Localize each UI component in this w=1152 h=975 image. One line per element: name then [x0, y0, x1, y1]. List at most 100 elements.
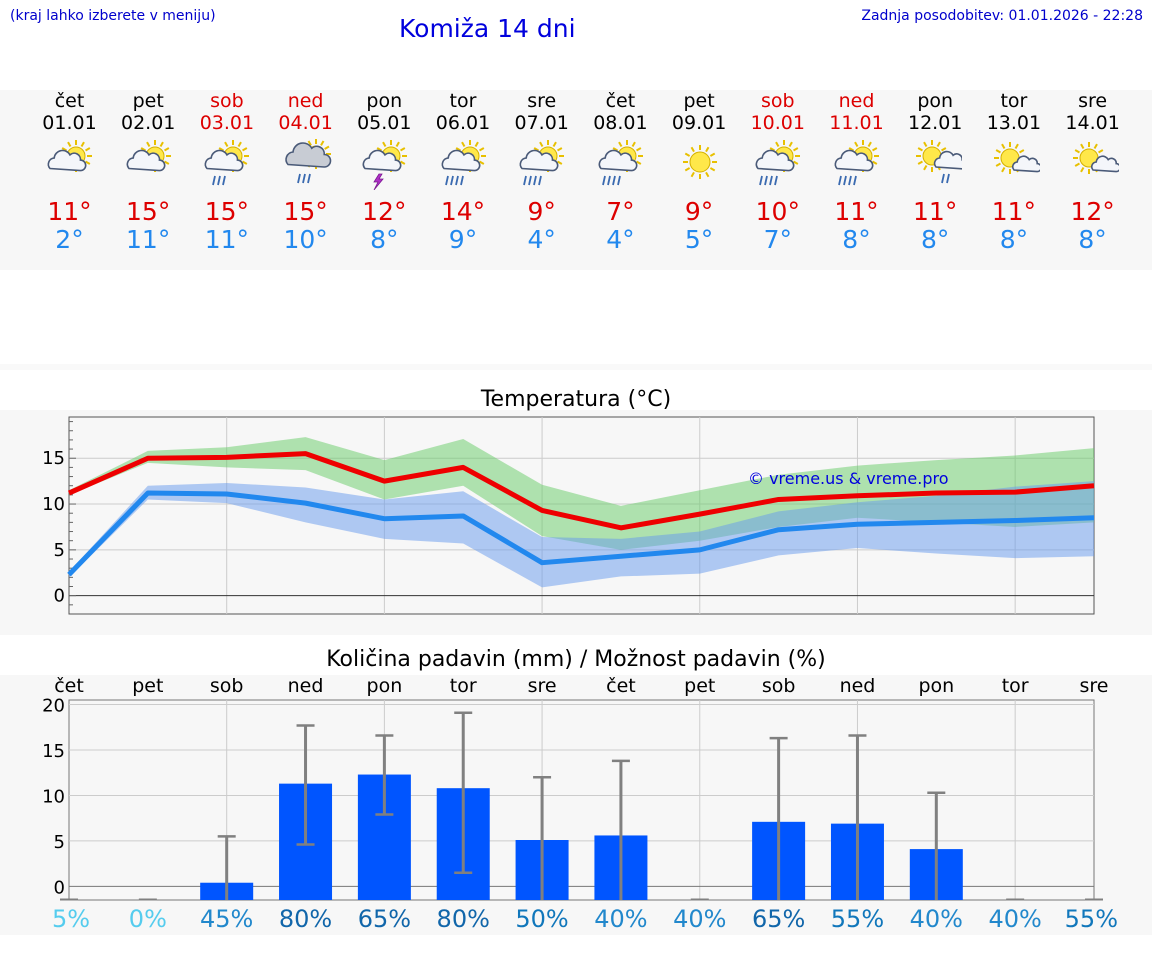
day-name: tor [449, 90, 477, 112]
min-temperature-line [67, 490, 1095, 577]
sun-cloud-icon [126, 140, 171, 172]
day-name: čet [54, 90, 85, 112]
min-temperature: 11° [204, 225, 250, 254]
sun-icon [682, 145, 717, 179]
min-temperature: 8° [370, 225, 399, 254]
day-date: 01.01 [42, 112, 97, 134]
y-tick-label: 20 [42, 696, 65, 717]
max-temperature: 12° [1070, 197, 1115, 226]
y-tick-label: 5 [54, 540, 65, 561]
sun-cloud-thunder-icon [362, 140, 407, 190]
max-temperature: 9° [684, 197, 714, 226]
min-temperature: 5° [684, 225, 714, 254]
day-date: 05.01 [357, 112, 412, 134]
category-label: sob [762, 675, 796, 697]
day-name: ned [838, 90, 875, 112]
day-date: 03.01 [199, 112, 255, 134]
max-temperature-line [67, 451, 1095, 531]
category-label: sre [1080, 675, 1109, 697]
page-title: Komiža 14 dni [399, 14, 576, 43]
watermark: © vreme.us & vreme.pro [748, 469, 949, 488]
sun-cloud-heavy-rain-icon [834, 140, 879, 186]
max-temperature: 14° [440, 197, 486, 226]
day-name: ned [287, 90, 324, 112]
sun-cloud-rain-icon [205, 140, 250, 186]
max-temperature: 11° [47, 197, 92, 226]
sun-cloud-heavy-rain-icon [755, 140, 801, 186]
precipitation-probability: 5% [52, 905, 90, 933]
day-name: pon [917, 90, 954, 112]
sun-cloud-heavy-rain-icon [519, 140, 565, 186]
temperature-chart: 0 5 10 15 © vreme.us & vreme.pro [42, 416, 1095, 615]
min-temperature: 8° [999, 225, 1029, 254]
precipitation-probability: 80% [437, 905, 490, 933]
last-update-label: Zadnja posodobitev: 01.01.2026 - 22:28 [861, 8, 1143, 24]
day-name: sob [761, 90, 795, 112]
min-temperature: 9° [448, 225, 478, 254]
max-temperature: 12° [362, 197, 407, 226]
y-tick-label: 0 [54, 877, 65, 898]
day-date: 07.01 [514, 112, 569, 134]
day-date: 04.01 [278, 112, 333, 134]
precipitation-probability: 55% [1065, 905, 1118, 933]
day-name: tor [1000, 90, 1028, 112]
category-label: sre [528, 675, 557, 697]
category-label: pet [684, 675, 715, 697]
day-name: čet [605, 90, 636, 112]
day-date: 08.01 [593, 112, 648, 134]
category-label: ned [288, 675, 324, 697]
precipitation-probability: 40% [673, 905, 726, 933]
min-temperature: 2° [55, 225, 84, 254]
min-temperature: 8° [842, 225, 871, 254]
max-temperature: 11° [834, 197, 879, 226]
daily-forecast-strip: čet 01.01 11° 2° pet 02.01 15° 11° sob 03.01 15° 11… [0, 90, 1152, 270]
day-name: sob [210, 90, 244, 112]
sun-small-cloud-rain-icon [915, 140, 962, 184]
min-temperature: 8° [920, 225, 950, 254]
sun-small-cloud-icon [994, 142, 1041, 174]
precipitation-probability: 0% [129, 905, 167, 933]
category-label: sob [210, 675, 244, 697]
category-label: tor [450, 675, 477, 697]
max-temperature: 9° [527, 197, 556, 226]
min-temperature: 10° [283, 225, 328, 254]
min-temperature: 4° [606, 225, 635, 254]
y-tick-label: 15 [42, 741, 65, 762]
sun-cloud-heavy-rain-icon [598, 140, 643, 186]
category-label: tor [1002, 675, 1029, 697]
precipitation-probability: 40% [594, 905, 647, 933]
precipitation-probability: 40% [910, 905, 963, 933]
category-label: čet [54, 675, 84, 697]
temperature-chart-title: Temperatura (°C) [480, 387, 672, 412]
day-date: 09.01 [671, 112, 727, 134]
precipitation-probability: 40% [988, 905, 1041, 933]
category-label: pet [132, 675, 163, 697]
max-temperature: 7° [606, 197, 635, 226]
day-date: 10.01 [750, 112, 805, 134]
precipitation-probability: 65% [752, 905, 805, 933]
category-label: pon [918, 675, 954, 697]
max-temperature: 15° [283, 197, 328, 226]
max-temperature: 11° [913, 197, 958, 226]
precipitation-probability: 65% [358, 905, 411, 933]
day-name: pet [683, 90, 715, 112]
min-temperature: 11° [126, 225, 171, 254]
category-label: čet [606, 675, 636, 697]
min-temperature: 8° [1078, 225, 1107, 254]
day-name: pet [132, 90, 164, 112]
max-temperature: 15° [126, 197, 171, 226]
day-date: 13.01 [986, 112, 1042, 134]
sun-cloud-heavy-rain-icon [441, 140, 486, 186]
precipitation-probability: 55% [831, 905, 884, 933]
day-date: 11.01 [829, 112, 884, 134]
y-tick-label: 0 [54, 586, 65, 607]
day-name: pon [366, 90, 403, 112]
cloud-rain-icon [285, 139, 332, 184]
precipitation-probability: 50% [515, 905, 568, 933]
precipitation-probability: 45% [200, 905, 253, 933]
day-name: sre [1078, 90, 1108, 112]
day-date: 12.01 [907, 112, 963, 134]
day-date: 02.01 [120, 112, 176, 134]
max-temperature: 10° [755, 197, 800, 226]
